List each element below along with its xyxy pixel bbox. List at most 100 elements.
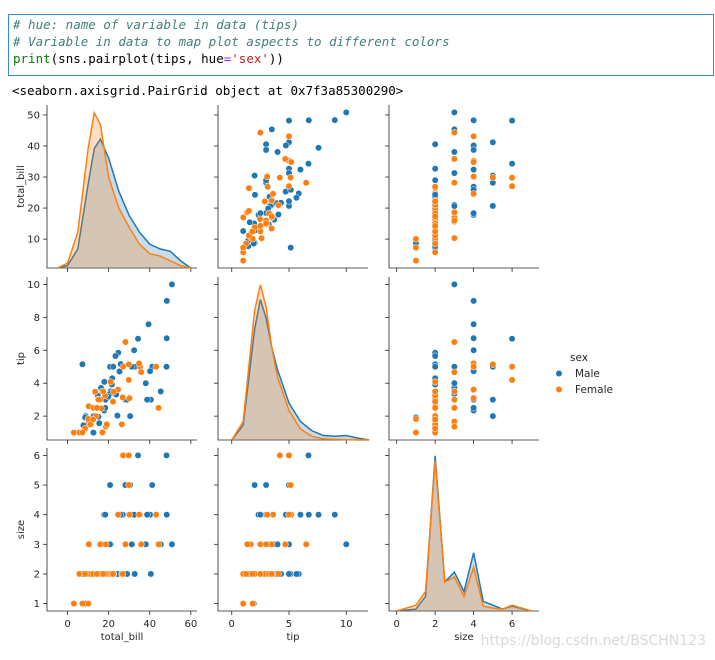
scatter-point — [431, 378, 439, 386]
x-tick-label: 10 — [340, 619, 353, 630]
scatter-point — [305, 511, 313, 519]
scatter-point — [163, 363, 170, 371]
scatter-point — [157, 387, 165, 395]
scatter-point — [412, 257, 420, 265]
scatter-point — [470, 334, 478, 342]
code-cell[interactable] — [8, 14, 714, 76]
legend-marker — [555, 386, 563, 393]
scatter-point — [168, 540, 176, 548]
scatter-point — [489, 202, 497, 210]
kde-curve — [396, 460, 532, 612]
scatter-point — [450, 155, 458, 163]
kde-curve — [56, 110, 192, 269]
scatter-point — [262, 219, 270, 227]
scatter-point — [89, 415, 97, 423]
scatter-point — [431, 222, 439, 230]
scatter-point — [256, 215, 264, 223]
scatter-point — [126, 394, 133, 402]
scatter-point — [78, 429, 86, 437]
scatter-point — [450, 179, 458, 187]
code-comment: # Variable in data to map plot aspects t… — [12, 34, 450, 49]
scatter-point — [102, 540, 110, 548]
scatter-point — [305, 160, 312, 168]
scatter-point — [268, 225, 276, 232]
x-tick-label: 40 — [143, 619, 156, 630]
axis-spine — [46, 448, 197, 612]
y-tick-label: 4 — [34, 510, 40, 521]
scatter-point — [263, 173, 271, 181]
x-tick-label: 4 — [470, 619, 476, 630]
scatter-point — [331, 116, 339, 124]
scatter-point — [431, 183, 439, 191]
scatter-point — [125, 481, 133, 489]
scatter-point — [470, 116, 478, 124]
y-tick-label: 20 — [27, 204, 40, 215]
scatter-point — [285, 451, 293, 459]
scatter-point — [285, 132, 293, 140]
scatter-point — [137, 540, 145, 548]
scatter-point — [302, 179, 310, 187]
scatter-point — [99, 570, 107, 578]
scatter-point — [135, 511, 143, 519]
kde-curve — [231, 299, 370, 441]
scatter-point — [450, 396, 458, 404]
scatter-point — [101, 511, 109, 519]
scatter-point — [269, 190, 277, 198]
x-tick-label: 0 — [64, 619, 70, 630]
scatter-point — [251, 172, 259, 180]
scatter-point — [112, 352, 119, 360]
scatter-point — [431, 176, 439, 184]
scatter-point — [239, 244, 247, 252]
scatter-point — [431, 248, 439, 256]
scatter-point — [412, 235, 420, 243]
scatter-point — [110, 388, 118, 396]
scatter-point — [508, 335, 516, 343]
scatter-point — [470, 346, 478, 354]
scatter-point — [450, 338, 458, 346]
scatter-point — [143, 511, 151, 519]
scatter-point — [125, 451, 133, 459]
scatter-point — [163, 297, 171, 305]
scatter-point — [412, 244, 420, 252]
scatter-point — [470, 173, 478, 181]
y-tick-label: 2 — [34, 412, 40, 423]
scatter-point — [135, 359, 143, 367]
y-axis-label: total_bill — [16, 165, 27, 208]
scatter-point — [285, 117, 293, 125]
scatter-point — [450, 423, 458, 431]
y-tick-label: 1 — [34, 599, 40, 610]
scatter-point — [256, 540, 264, 548]
x-tick-label: 2 — [432, 619, 438, 630]
scatter-point — [106, 481, 114, 489]
scatter-point — [121, 540, 129, 548]
kde-curve — [57, 137, 192, 269]
scatter-point — [121, 338, 129, 346]
scatter-point — [109, 363, 117, 371]
axis-spine — [388, 277, 539, 441]
y-tick-label: 10 — [27, 280, 40, 291]
scatter-point — [81, 570, 89, 578]
scatter-point — [282, 142, 290, 149]
scatter-point — [268, 125, 276, 133]
scatter-point — [99, 428, 106, 436]
scatter-point — [95, 396, 102, 404]
scatter-point — [91, 388, 99, 396]
scatter-point — [107, 378, 114, 386]
scatter-point — [431, 198, 439, 205]
scatter-point — [292, 194, 300, 202]
scatter-point — [109, 570, 117, 578]
output-text: <seaborn.axisgrid.PairGrid object at 0x7… — [12, 83, 403, 98]
scatter-point — [274, 148, 281, 156]
y-tick-label: 3 — [34, 540, 40, 551]
scatter-point — [116, 368, 123, 375]
scatter-point — [137, 368, 145, 376]
scatter-point — [134, 451, 142, 459]
scatter-point — [70, 600, 78, 608]
scatter-point — [274, 540, 281, 548]
scatter-point — [489, 412, 497, 420]
scatter-point — [93, 570, 101, 578]
y-axis-label: tip — [16, 352, 27, 365]
scatter-point — [78, 360, 86, 368]
scatter-point — [152, 363, 160, 371]
